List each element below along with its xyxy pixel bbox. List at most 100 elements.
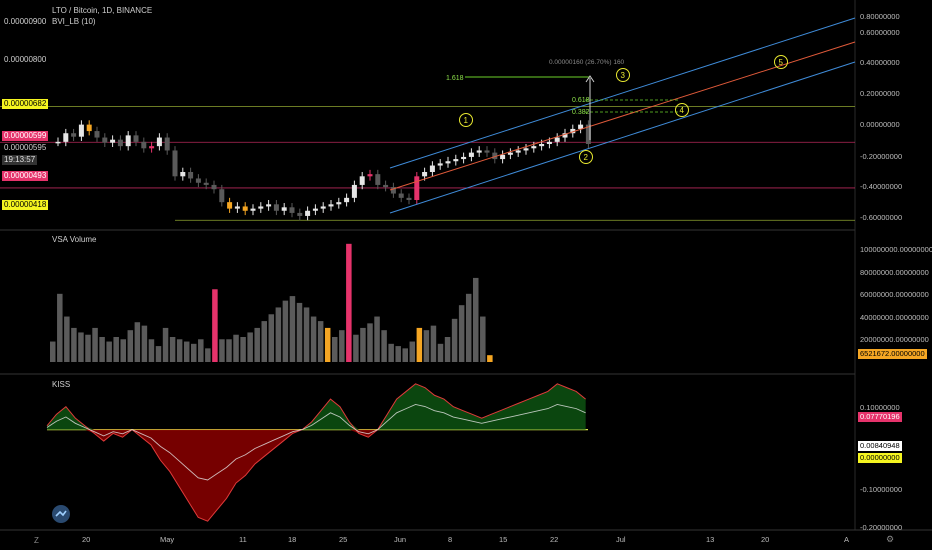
price-candle [531, 146, 537, 149]
time-axis-tick: 15 [499, 535, 508, 544]
kiss-line [46, 383, 586, 522]
left-price-label: 0.00000682 [2, 99, 49, 109]
kiss-pane-title: KISS [52, 380, 71, 389]
volume-bar [64, 316, 70, 362]
price-candle [219, 189, 225, 203]
wave-label: 3 [621, 71, 626, 80]
corner-left-label[interactable]: Z [34, 536, 39, 545]
kiss-axis-tick: -0.10000000 [860, 485, 903, 494]
price-candle [172, 150, 178, 177]
volume-bar [219, 339, 225, 362]
fib-0382-label: 0.382 [572, 109, 590, 116]
price-candle [117, 139, 123, 147]
kiss-negative-area [47, 429, 586, 522]
channel-mid-line [389, 41, 856, 191]
price-candle [250, 208, 256, 211]
tradingview-logo-icon[interactable] [52, 505, 70, 523]
left-price-label: 0.00000900 [4, 17, 47, 26]
volume-bar [402, 348, 408, 362]
volume-bar [71, 327, 77, 362]
price-candle [102, 137, 108, 143]
volume-axis-tick: 60000000.00000000 [860, 290, 929, 299]
price-candle [78, 124, 84, 137]
volume-axis-tick: 20000000.00000000 [860, 335, 929, 344]
volume-bar [233, 334, 239, 362]
price-candle [195, 178, 201, 183]
volume-bar [113, 337, 119, 362]
volume-bar [205, 348, 211, 362]
volume-bar [289, 296, 296, 362]
time-axis-tick: May [160, 535, 175, 544]
volume-axis-tick: 100000000.00000000 [860, 245, 932, 254]
price-candle [297, 212, 303, 216]
price-candle [336, 202, 342, 205]
wave-circle [579, 150, 593, 164]
wave-label: 4 [680, 106, 685, 115]
volume-bar [226, 339, 232, 362]
volume-bar [423, 330, 430, 362]
left-price-label: 0.00000493 [2, 171, 49, 181]
price-candle [429, 165, 435, 172]
volume-bar [212, 289, 218, 362]
price-candle [437, 163, 443, 166]
price-axis-tick: 0.80000000 [860, 12, 900, 21]
volume-bar [437, 343, 444, 362]
volume-bar [78, 332, 84, 362]
price-candle [554, 137, 560, 142]
price-candle [164, 137, 170, 151]
price-candle [86, 124, 92, 132]
volume-bar [360, 327, 366, 362]
volume-bar [487, 355, 493, 362]
price-candle [390, 187, 396, 194]
volume-bar [198, 339, 204, 362]
price-axis-tick: -0.60000000 [860, 213, 903, 222]
price-candle [180, 172, 186, 177]
time-axis-tick: 20 [761, 535, 770, 544]
price-candle [406, 197, 412, 200]
price-candle [476, 150, 482, 153]
time-axis-tick: 13 [706, 535, 715, 544]
time-axis-tick: 8 [448, 535, 453, 544]
settings-icon[interactable]: ⚙ [886, 534, 895, 544]
price-candle [570, 128, 576, 134]
volume-bar [409, 341, 416, 362]
volume-axis-tick: 40000000.00000000 [860, 313, 929, 322]
wave-label: 1 [464, 116, 469, 125]
price-candle [585, 124, 591, 144]
price-candle [312, 208, 318, 211]
price-candle [266, 204, 272, 207]
volume-bar [367, 323, 373, 362]
volume-bar [282, 300, 289, 362]
volume-bar [99, 337, 105, 362]
measure-arrow-icon [585, 75, 595, 83]
price-candle [398, 193, 404, 198]
volume-bar [261, 321, 267, 362]
time-axis-tick: 20 [82, 535, 91, 544]
kiss-signal-tag: 0.00840948 [858, 441, 902, 451]
price-candle [156, 137, 162, 147]
left-price-label: 0.00000418 [2, 200, 49, 210]
price-candle [383, 184, 389, 188]
price-candle [320, 206, 326, 209]
price-candle [211, 184, 217, 190]
volume-bar [303, 307, 310, 362]
volume-bar [240, 337, 246, 362]
price-candle [500, 154, 506, 160]
volume-bar [332, 337, 338, 362]
fib-0618-label: 0.618 [572, 97, 590, 104]
volume-pane-title: VSA Volume [52, 235, 97, 244]
volume-axis-tick: 80000000.00000000 [860, 268, 929, 277]
price-candle [515, 150, 521, 153]
volume-bar [254, 327, 260, 362]
price-candle [539, 144, 545, 147]
price-candle [141, 141, 147, 149]
wave-circle [459, 113, 473, 127]
volume-bar [275, 307, 282, 362]
volume-bar [162, 327, 169, 362]
channel-lower-line [389, 61, 856, 214]
price-candle [149, 146, 155, 149]
price-candle [289, 207, 295, 213]
kiss-signal-line [46, 403, 586, 481]
wave-label: 2 [584, 153, 589, 162]
